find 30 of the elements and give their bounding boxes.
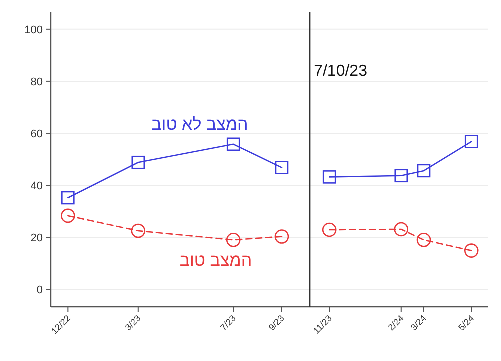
point — [274, 230, 290, 244]
point — [417, 164, 431, 178]
y-tick-label: 0 — [36, 284, 43, 297]
point — [322, 170, 336, 184]
point — [275, 161, 289, 174]
y-tick-label: 80 — [30, 76, 43, 88]
point — [62, 191, 75, 205]
series-label: המצב לא טוב — [152, 115, 248, 134]
y-tick-label: 40 — [30, 180, 43, 193]
point — [61, 208, 76, 224]
ref-line-label: 7/10/23 — [314, 63, 368, 80]
x-tick-label: 3/24 — [408, 313, 428, 333]
point — [132, 156, 146, 170]
y-tick-label: 100 — [24, 24, 43, 36]
x-tick-label: 3/23 — [123, 313, 143, 333]
point — [416, 232, 432, 248]
point — [226, 138, 240, 152]
point — [394, 222, 409, 237]
x-tick-label: 5/24 — [456, 313, 476, 333]
point — [226, 232, 241, 248]
point — [322, 222, 337, 238]
point — [394, 169, 408, 183]
x-tick-label: 9/23 — [266, 313, 286, 333]
point — [464, 135, 478, 148]
y-tick-label: 60 — [30, 128, 43, 140]
point — [464, 244, 479, 258]
x-tick-label: 7/23 — [218, 313, 238, 333]
y-tick-label: 20 — [30, 232, 43, 245]
series-label: המצב טוב — [180, 251, 252, 270]
point — [131, 224, 146, 238]
